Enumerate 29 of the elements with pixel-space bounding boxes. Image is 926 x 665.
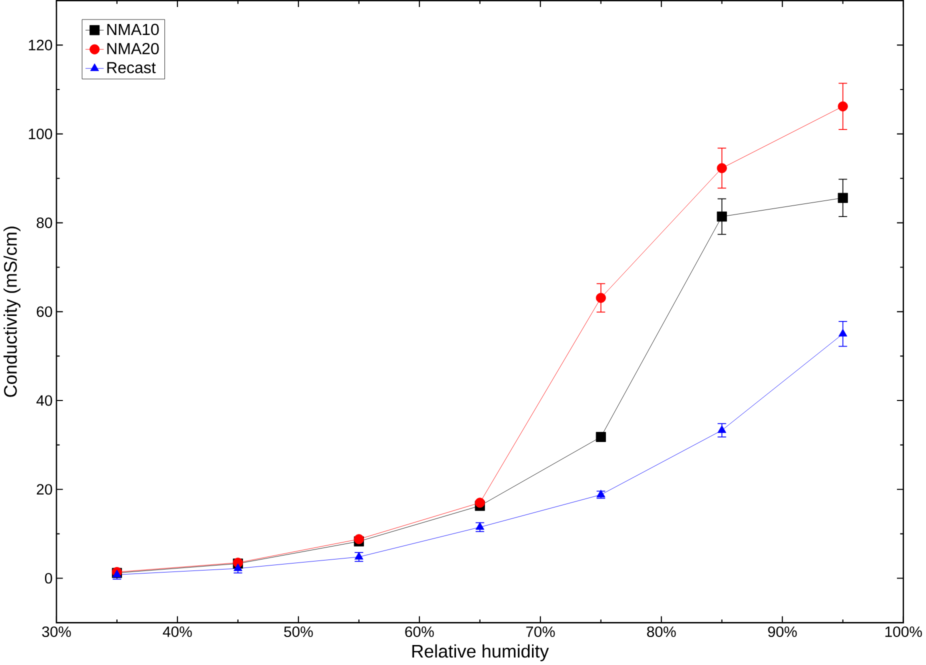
- x-tick-label: 90%: [768, 626, 797, 638]
- legend-label: NMA10: [107, 24, 159, 36]
- point: [838, 328, 848, 337]
- x-tick-label: 70%: [526, 626, 555, 638]
- y-axis-title: Conductivity (mS/cm): [4, 226, 20, 397]
- x-tick-label: 60%: [405, 626, 434, 638]
- x-tick-label: 80%: [647, 626, 676, 638]
- x-tick-label: 100%: [885, 626, 922, 638]
- point: [596, 292, 606, 303]
- y-tick-label: 60: [36, 306, 52, 318]
- point: [716, 163, 727, 174]
- legend-label: Recast: [107, 62, 156, 74]
- y-tick-label: 100: [28, 128, 52, 140]
- y-tick-label: 40: [36, 395, 52, 406]
- point: [716, 212, 727, 222]
- y-tick-label: 80: [36, 218, 52, 228]
- x-tick-label: 30%: [42, 626, 71, 638]
- y-tick-label: 0: [44, 573, 52, 584]
- point: [718, 425, 726, 434]
- point: [474, 498, 485, 508]
- point: [838, 101, 848, 112]
- x-tick-label: 50%: [284, 626, 313, 638]
- x-axis-title: Relative humidity: [412, 644, 549, 662]
- x-tick-label: 40%: [162, 626, 192, 638]
- point: [838, 192, 848, 204]
- y-tick-label: 20: [36, 484, 52, 495]
- point: [476, 522, 484, 530]
- y-tick-label: 120: [28, 40, 52, 50]
- legend-label: NMA20: [107, 43, 159, 54]
